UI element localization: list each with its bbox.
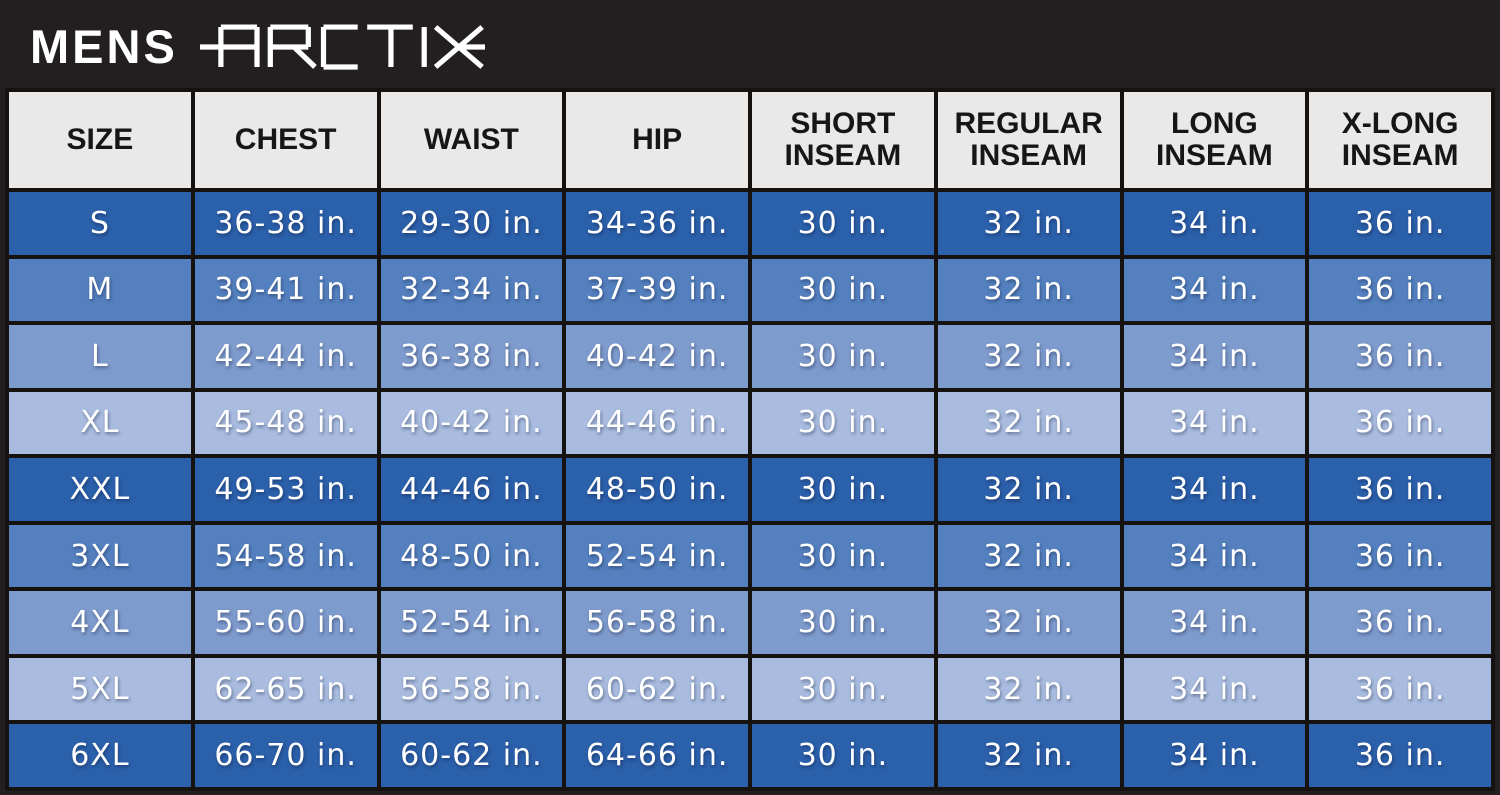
value-cell: 40-42 in.	[376, 387, 567, 459]
value-cell: 36 in.	[1305, 520, 1495, 592]
value-cell: 36-38 in.	[190, 188, 381, 259]
table-row: 4XL 55-60 in. 52-54 in. 56-58 in. 30 in. 32 i…	[5, 587, 1495, 658]
value-cell: 34 in.	[1119, 254, 1310, 326]
value-cell: 36 in.	[1305, 321, 1495, 392]
size-cell: 6XL	[5, 720, 195, 791]
value-cell: 32 in.	[933, 587, 1124, 658]
value-cell: 34 in.	[1119, 653, 1310, 725]
value-cell: 34 in.	[1119, 188, 1310, 259]
column-header: WAIST	[376, 88, 567, 192]
value-cell: 48-50 in.	[562, 454, 752, 525]
value-cell: 30 in.	[748, 720, 938, 791]
size-cell: M	[5, 254, 195, 326]
value-cell: 30 in.	[748, 587, 938, 658]
table-row: M 39-41 in. 32-34 in. 37-39 in. 30 in. 32 in.…	[5, 254, 1495, 326]
value-cell: 54-58 in.	[190, 520, 381, 592]
value-cell: 34 in.	[1119, 454, 1310, 525]
value-cell: 32 in.	[933, 387, 1124, 459]
value-cell: 62-65 in.	[190, 653, 381, 725]
value-cell: 55-60 in.	[190, 587, 381, 658]
value-cell: 34-36 in.	[562, 188, 752, 259]
value-cell: 45-48 in.	[190, 387, 381, 459]
header-row: SIZE CHEST WAIST HIP SHORT INSEAM REGULAR INS…	[5, 88, 1495, 192]
value-cell: 32 in.	[933, 720, 1124, 791]
column-header: SHORT INSEAM	[748, 88, 938, 192]
value-cell: 39-41 in.	[190, 254, 381, 326]
value-cell: 32 in.	[933, 653, 1124, 725]
table-row: 6XL 66-70 in. 60-62 in. 64-66 in. 30 in. 32 i…	[5, 720, 1495, 791]
value-cell: 66-70 in.	[190, 720, 381, 791]
value-cell: 36 in.	[1305, 188, 1495, 259]
size-cell: L	[5, 321, 195, 392]
value-cell: 30 in.	[748, 321, 938, 392]
size-chart-table: SIZE CHEST WAIST HIP SHORT INSEAM REGULAR INS…	[5, 88, 1495, 791]
size-cell: XL	[5, 387, 195, 459]
column-header: CHEST	[190, 88, 381, 192]
value-cell: 49-53 in.	[190, 454, 381, 525]
value-cell: 32-34 in.	[376, 254, 567, 326]
value-cell: 52-54 in.	[376, 587, 567, 658]
column-header: LONG INSEAM	[1119, 88, 1310, 192]
value-cell: 60-62 in.	[562, 653, 752, 725]
value-cell: 36 in.	[1305, 454, 1495, 525]
brand-bar: MENS	[0, 0, 1500, 88]
column-header: HIP	[562, 88, 752, 192]
value-cell: 44-46 in.	[562, 387, 752, 459]
column-header: X-LONG INSEAM	[1305, 88, 1495, 192]
size-chart-table-wrap: SIZE CHEST WAIST HIP SHORT INSEAM REGULAR INS…	[5, 88, 1495, 791]
column-header: REGULAR INSEAM	[933, 88, 1124, 192]
value-cell: 30 in.	[748, 254, 938, 326]
value-cell: 52-54 in.	[562, 520, 752, 592]
value-cell: 36 in.	[1305, 587, 1495, 658]
value-cell: 34 in.	[1119, 321, 1310, 392]
size-cell: S	[5, 188, 195, 259]
value-cell: 30 in.	[748, 387, 938, 459]
size-cell: XXL	[5, 454, 195, 525]
value-cell: 32 in.	[933, 254, 1124, 326]
value-cell: 34 in.	[1119, 587, 1310, 658]
column-header: SIZE	[5, 88, 195, 192]
value-cell: 30 in.	[748, 454, 938, 525]
gender-title: MENS	[30, 19, 178, 73]
value-cell: 40-42 in.	[562, 321, 752, 392]
value-cell: 30 in.	[748, 188, 938, 259]
value-cell: 36 in.	[1305, 653, 1495, 725]
value-cell: 64-66 in.	[562, 720, 752, 791]
value-cell: 30 in.	[748, 653, 938, 725]
value-cell: 34 in.	[1119, 387, 1310, 459]
value-cell: 36 in.	[1305, 720, 1495, 791]
table-row: 3XL 54-58 in. 48-50 in. 52-54 in. 30 in. 32 i…	[5, 520, 1495, 592]
value-cell: 36 in.	[1305, 387, 1495, 459]
value-cell: 34 in.	[1119, 720, 1310, 791]
value-cell: 34 in.	[1119, 520, 1310, 592]
value-cell: 42-44 in.	[190, 321, 381, 392]
value-cell: 44-46 in.	[376, 454, 567, 525]
table-row: XL 45-48 in. 40-42 in. 44-46 in. 30 in. 32 in…	[5, 387, 1495, 459]
size-cell: 4XL	[5, 587, 195, 658]
value-cell: 56-58 in.	[376, 653, 567, 725]
value-cell: 48-50 in.	[376, 520, 567, 592]
value-cell: 60-62 in.	[376, 720, 567, 791]
value-cell: 56-58 in.	[562, 587, 752, 658]
value-cell: 29-30 in.	[376, 188, 567, 259]
value-cell: 37-39 in.	[562, 254, 752, 326]
value-cell: 32 in.	[933, 321, 1124, 392]
value-cell: 32 in.	[933, 454, 1124, 525]
value-cell: 30 in.	[748, 520, 938, 592]
value-cell: 32 in.	[933, 188, 1124, 259]
value-cell: 36 in.	[1305, 254, 1495, 326]
arctix-logo	[199, 24, 485, 70]
table-row: L 42-44 in. 36-38 in. 40-42 in. 30 in. 32 in.…	[5, 321, 1495, 392]
table-row: S 36-38 in. 29-30 in. 34-36 in. 30 in. 32 in.…	[5, 188, 1495, 259]
table-row: 5XL 62-65 in. 56-58 in. 60-62 in. 30 in. 32 i…	[5, 653, 1495, 725]
size-cell: 3XL	[5, 520, 195, 592]
value-cell: 32 in.	[933, 520, 1124, 592]
table-row: XXL 49-53 in. 44-46 in. 48-50 in. 30 in. 32 i…	[5, 454, 1495, 525]
value-cell: 36-38 in.	[376, 321, 567, 392]
size-cell: 5XL	[5, 653, 195, 725]
table-body: S 36-38 in. 29-30 in. 34-36 in. 30 in. 32 in.…	[5, 188, 1495, 791]
